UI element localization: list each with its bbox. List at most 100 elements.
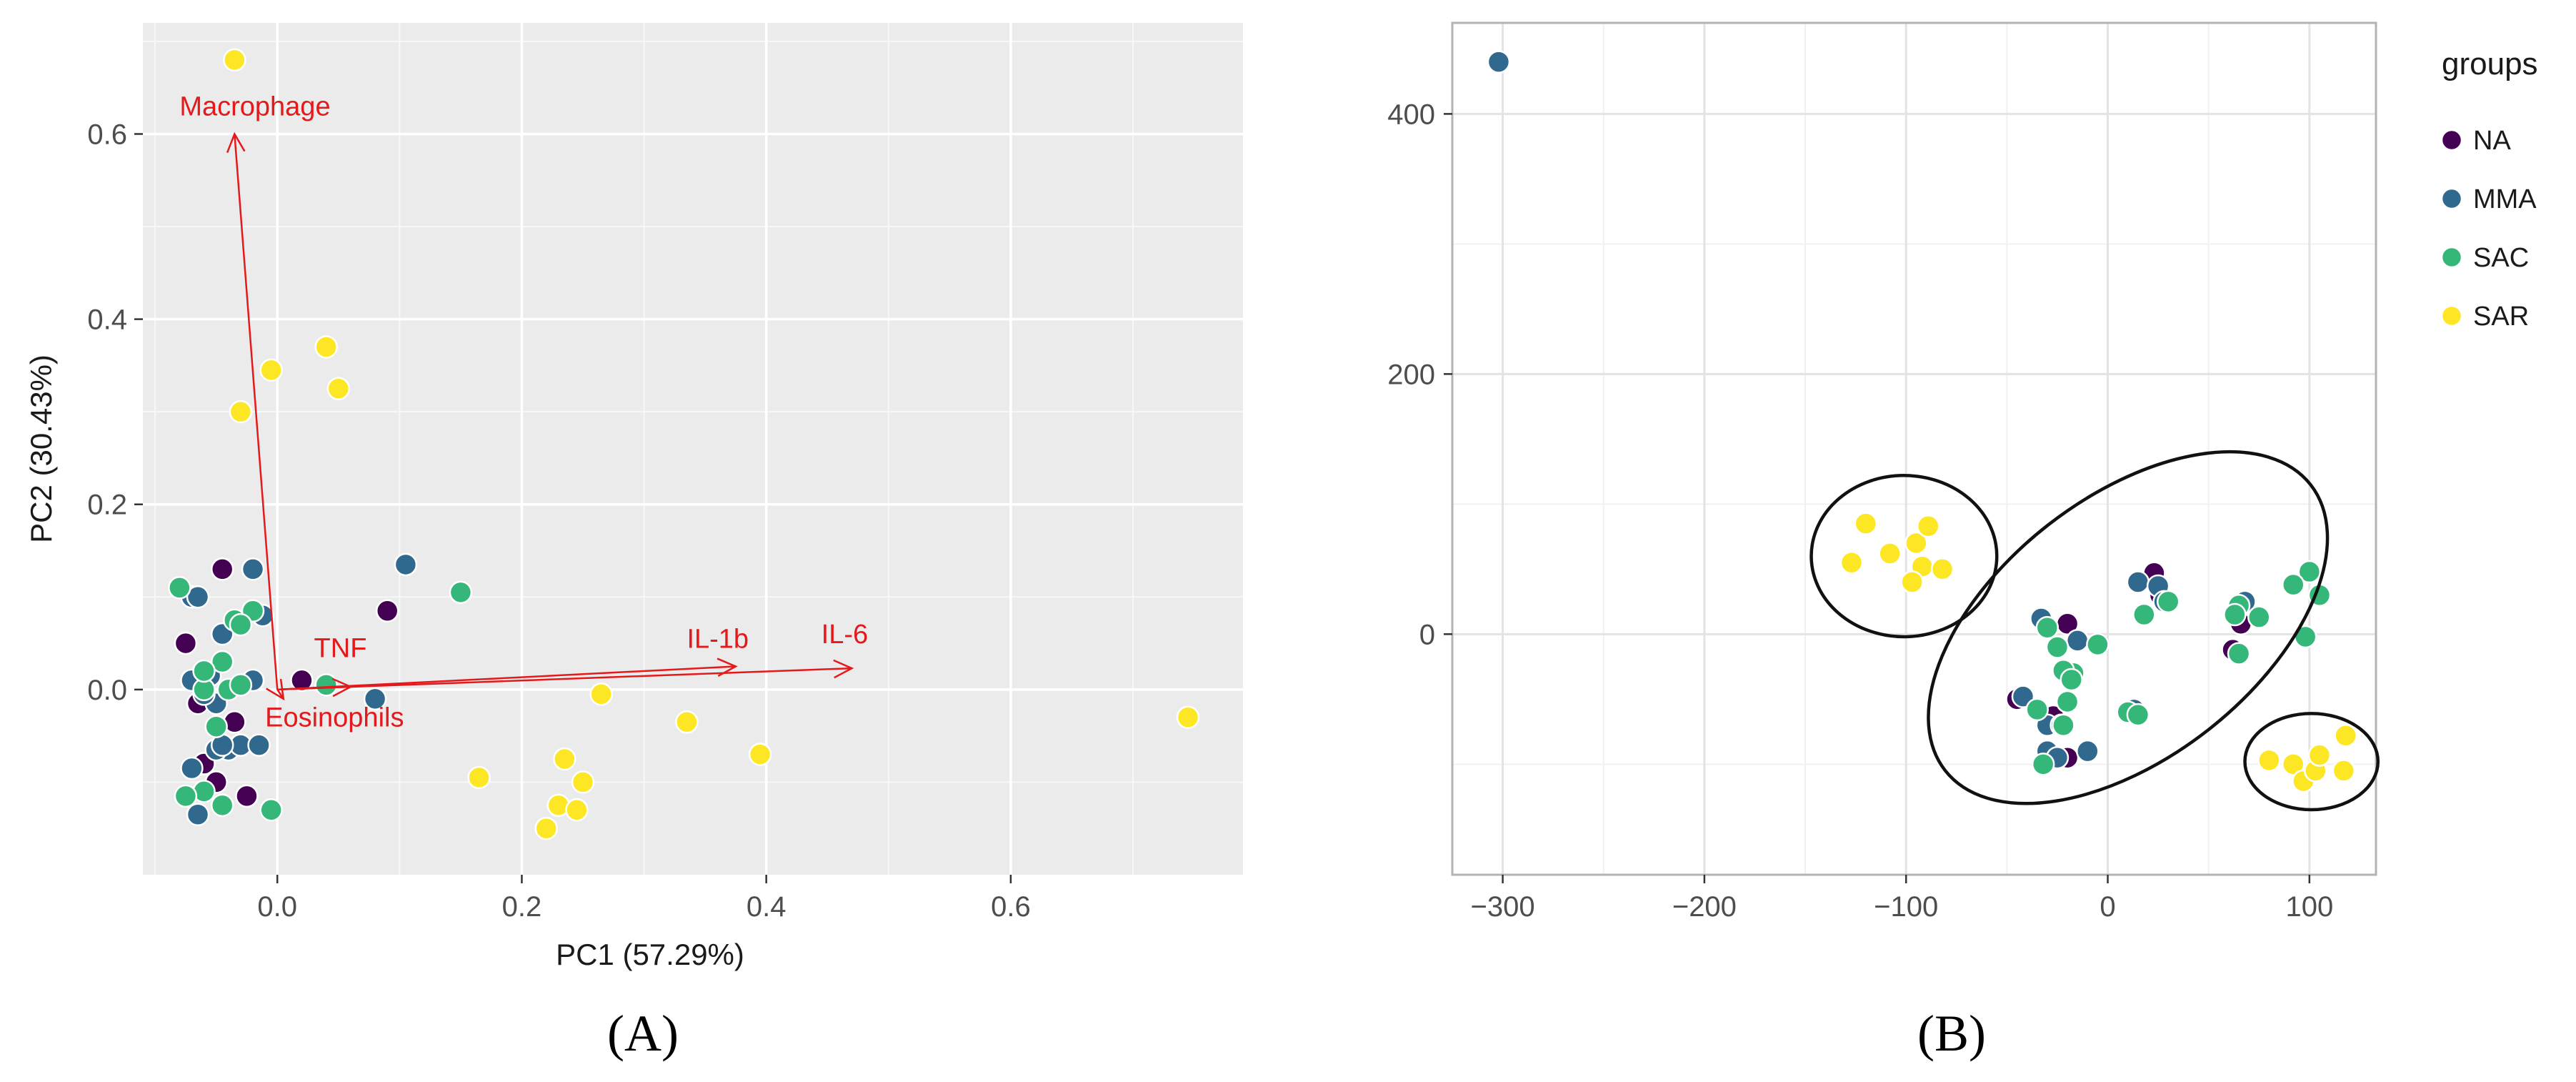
- point-sar: [326, 377, 351, 401]
- point-sar: [565, 798, 589, 822]
- point-sar: [314, 335, 338, 359]
- loading-arrow-macrophage: [234, 134, 279, 690]
- panel-b-x-ticks: −300 −200 −100 0 100: [1471, 875, 2333, 923]
- point-na: [290, 668, 314, 693]
- point-sac: [2297, 560, 2322, 584]
- point-mma: [2065, 629, 2090, 652]
- point-mma: [394, 552, 418, 577]
- point-sar: [259, 358, 283, 382]
- point-sac: [259, 798, 283, 822]
- x-tick-label: 100: [2285, 891, 2333, 923]
- x-tick-label: 0.4: [747, 891, 787, 923]
- point-sac: [2086, 632, 2110, 657]
- point-na: [174, 631, 198, 655]
- point-sar: [748, 743, 772, 766]
- panel-b-label: (B): [1917, 1005, 1986, 1062]
- point-sac: [204, 715, 228, 738]
- point-sac: [229, 673, 253, 697]
- point-na: [375, 599, 399, 622]
- cluster-ellipse: [1927, 450, 2330, 805]
- legend-label-sar: SAR: [2473, 302, 2529, 332]
- point-sac: [2035, 615, 2060, 640]
- y-tick-label: 200: [1387, 359, 1435, 390]
- panel-b-ellipses: [1809, 450, 2380, 812]
- point-sac: [2031, 753, 2055, 776]
- panel-a-points: [168, 48, 1200, 840]
- panel-b-grid: [1452, 23, 2376, 875]
- panel-a-y-ticks: 0.0 0.2 0.4 0.6: [87, 119, 143, 706]
- point-sac: [192, 659, 216, 683]
- legend-entries: NA MMA SAC SAR: [2440, 126, 2537, 332]
- point-na: [235, 784, 259, 808]
- point-sar: [467, 765, 491, 790]
- arrow-label-tnf: TNF: [314, 634, 367, 664]
- y-tick-label: 400: [1387, 99, 1435, 130]
- point-mma: [1487, 50, 1511, 74]
- arrow-label-il-1b: IL-1b: [687, 625, 749, 655]
- panel-b-border: [1451, 21, 2377, 876]
- x-tick-label: 0: [2100, 891, 2115, 923]
- panel-b-y-ticks: 0 200 400: [1387, 99, 1452, 650]
- point-sar: [229, 399, 253, 424]
- legend-label-mma: MMA: [2473, 184, 2537, 214]
- point-sac: [2055, 690, 2080, 714]
- panel-a-x-axis-title: PC1 (57.29%): [556, 938, 744, 971]
- point-mma: [186, 585, 210, 609]
- point-sar: [534, 816, 558, 840]
- arrow-label-macrophage: Macrophage: [179, 92, 330, 122]
- point-sac: [2282, 572, 2305, 597]
- panel-a-background: [143, 23, 1243, 875]
- x-tick-label: 0.2: [502, 891, 542, 923]
- point-sar: [2332, 759, 2356, 783]
- arrow-label-eosinophils: Eosinophils: [265, 703, 404, 733]
- point-mma: [247, 733, 271, 757]
- point-sar: [1917, 515, 1940, 538]
- point-sac: [2247, 605, 2271, 629]
- point-mma: [2126, 570, 2150, 594]
- y-tick-label: 0.2: [87, 490, 127, 521]
- x-tick-label: 0.0: [257, 891, 297, 923]
- panel-b-points: [1487, 50, 2357, 793]
- legend-title: groups: [2442, 46, 2538, 81]
- panel-a-y-axis-title: PC2 (30.43%): [24, 354, 58, 543]
- panel-b-background: [1452, 23, 2376, 875]
- point-sar: [675, 710, 699, 734]
- x-tick-label: −300: [1471, 891, 1535, 923]
- point-sar: [1900, 570, 1924, 594]
- point-sac: [168, 576, 191, 600]
- cluster-ellipse: [2243, 712, 2380, 812]
- point-sac: [2060, 667, 2083, 692]
- point-sac: [2223, 602, 2247, 627]
- x-tick-label: −200: [1672, 891, 1737, 923]
- point-sac: [2052, 713, 2075, 737]
- point-sar: [571, 770, 595, 794]
- legend: groups NA MMA SAC SAR: [2440, 46, 2538, 332]
- point-mma: [2076, 739, 2100, 763]
- point-sar: [1904, 531, 1928, 555]
- point-sac: [2227, 642, 2251, 665]
- point-sar: [2282, 753, 2305, 776]
- point-sar: [1854, 512, 1877, 535]
- panel-a-arrows: Macrophage TNF Eosinophils IL-1b IL-6: [179, 92, 868, 733]
- legend-swatch-sac: [2440, 246, 2463, 269]
- legend-swatch-sar: [2440, 304, 2463, 327]
- legend-label-sac: SAC: [2473, 243, 2529, 273]
- panel-b: −300 −200 −100 0 100 0 200 400 (B): [1387, 21, 2380, 1062]
- point-sac: [229, 612, 253, 637]
- point-sac: [2156, 590, 2180, 614]
- arrowhead-il-6: [833, 659, 854, 679]
- y-tick-label: 0: [1419, 619, 1435, 650]
- point-sar: [1930, 557, 1955, 581]
- point-sar: [223, 48, 246, 72]
- panel-a-label: (A): [607, 1005, 679, 1062]
- point-sac: [210, 793, 234, 818]
- legend-swatch-mma: [2440, 187, 2463, 210]
- point-sac: [2126, 703, 2150, 727]
- y-tick-label: 0.0: [87, 675, 127, 706]
- y-tick-label: 0.4: [87, 304, 127, 336]
- point-sar: [589, 683, 613, 706]
- point-sac: [174, 784, 198, 808]
- point-sac: [2132, 602, 2156, 627]
- point-mma: [180, 756, 204, 780]
